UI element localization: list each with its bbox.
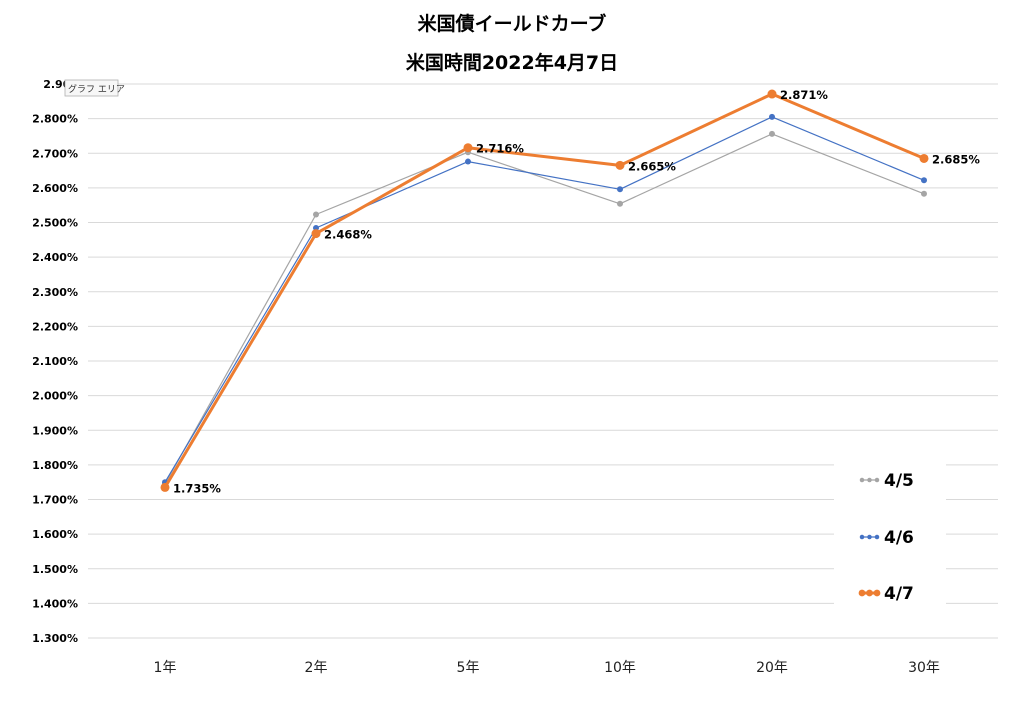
x-axis-tick-labels: 1年 2年 5年 10年 20年 30年 [154, 660, 940, 676]
data-point [919, 153, 929, 163]
legend-swatch-marker [867, 534, 872, 540]
data-label: 2.716% [476, 142, 524, 156]
legend-swatch-marker [866, 589, 873, 597]
series-line [164, 133, 925, 485]
data-label: 2.468% [324, 228, 372, 242]
data-point [769, 130, 775, 137]
x-tick-label: 10年 [604, 660, 636, 676]
series-1 [162, 130, 927, 487]
legend-swatch-marker [873, 589, 881, 597]
legend-swatch-marker [874, 477, 880, 483]
chart-title: 米国債イールドカーブ [418, 12, 607, 35]
data-point [463, 143, 473, 153]
legend-swatch-marker [859, 534, 865, 540]
y-tick-label: 2.300% [32, 286, 78, 299]
legend-label: 4/5 [884, 471, 914, 491]
legend-label: 4/6 [884, 528, 914, 548]
chart-subtitle: 米国時間2022年4月7日 [406, 51, 618, 74]
data-point [767, 89, 777, 99]
y-tick-label: 2.500% [32, 217, 78, 230]
legend-item: 4/6 [859, 528, 914, 548]
y-tick-label: 2.400% [32, 251, 78, 264]
series-lines [160, 89, 929, 492]
legend-label: 4/7 [884, 584, 914, 604]
x-tick-label: 30年 [908, 660, 940, 676]
data-label: 1.735% [173, 481, 221, 495]
data-label: 2.871% [780, 88, 828, 102]
data-label: 2.665% [628, 159, 676, 173]
y-tick-label: 2.800% [32, 113, 78, 126]
y-axis-tick-labels: 1.300% 1.400% 1.500% 1.600% 1.700% 1.800% 1.90… [32, 78, 78, 645]
y-tick-label: 1.400% [32, 597, 78, 610]
data-point [615, 160, 625, 170]
x-tick-label: 20年 [756, 660, 788, 676]
series-3 [160, 89, 929, 492]
legend: 4/5 4/6 4/7 [834, 455, 946, 623]
legend-item: 4/7 [858, 584, 914, 604]
legend-swatch-marker [874, 534, 880, 540]
x-tick-label: 1年 [154, 660, 177, 676]
tooltip-label: グラフ エリア [68, 83, 125, 95]
y-tick-label: 2.200% [32, 320, 78, 333]
series-line [164, 116, 925, 483]
y-tick-label: 1.700% [32, 494, 78, 507]
legend-swatch-marker [858, 589, 866, 597]
y-tick-label: 1.600% [32, 528, 78, 541]
data-point [617, 200, 623, 207]
y-tick-label: 2.700% [32, 147, 78, 160]
y-tick-label: 1.500% [32, 563, 78, 576]
y-tick-label: 1.900% [32, 424, 78, 437]
data-point [313, 211, 319, 218]
chart-area-tooltip: グラフ エリア [64, 79, 125, 97]
data-label: 2.685% [932, 152, 980, 166]
y-tick-label: 1.800% [32, 459, 78, 472]
data-labels: 1.735% 2.468% 2.716% 2.665% 2.871% 2.685% [173, 88, 980, 495]
legend-item: 4/5 [859, 471, 914, 491]
y-tick-label: 2.100% [32, 355, 78, 368]
legend-background [834, 455, 946, 623]
y-tick-label: 2.000% [32, 390, 78, 403]
y-tick-label: 1.300% [32, 632, 78, 645]
x-tick-label: 2年 [305, 660, 328, 676]
legend-swatch-marker [867, 477, 872, 483]
data-point [921, 190, 927, 197]
x-tick-label: 5年 [457, 660, 480, 676]
data-point [311, 229, 321, 239]
series-line [163, 92, 925, 489]
legend-swatch-marker [859, 477, 865, 483]
data-point [769, 113, 775, 120]
data-point [465, 158, 471, 165]
tooltip-box [64, 79, 119, 97]
data-point [160, 482, 170, 492]
data-point [617, 186, 623, 193]
gridlines [88, 83, 998, 639]
data-point [921, 177, 927, 184]
y-tick-label: 2.600% [32, 182, 78, 195]
